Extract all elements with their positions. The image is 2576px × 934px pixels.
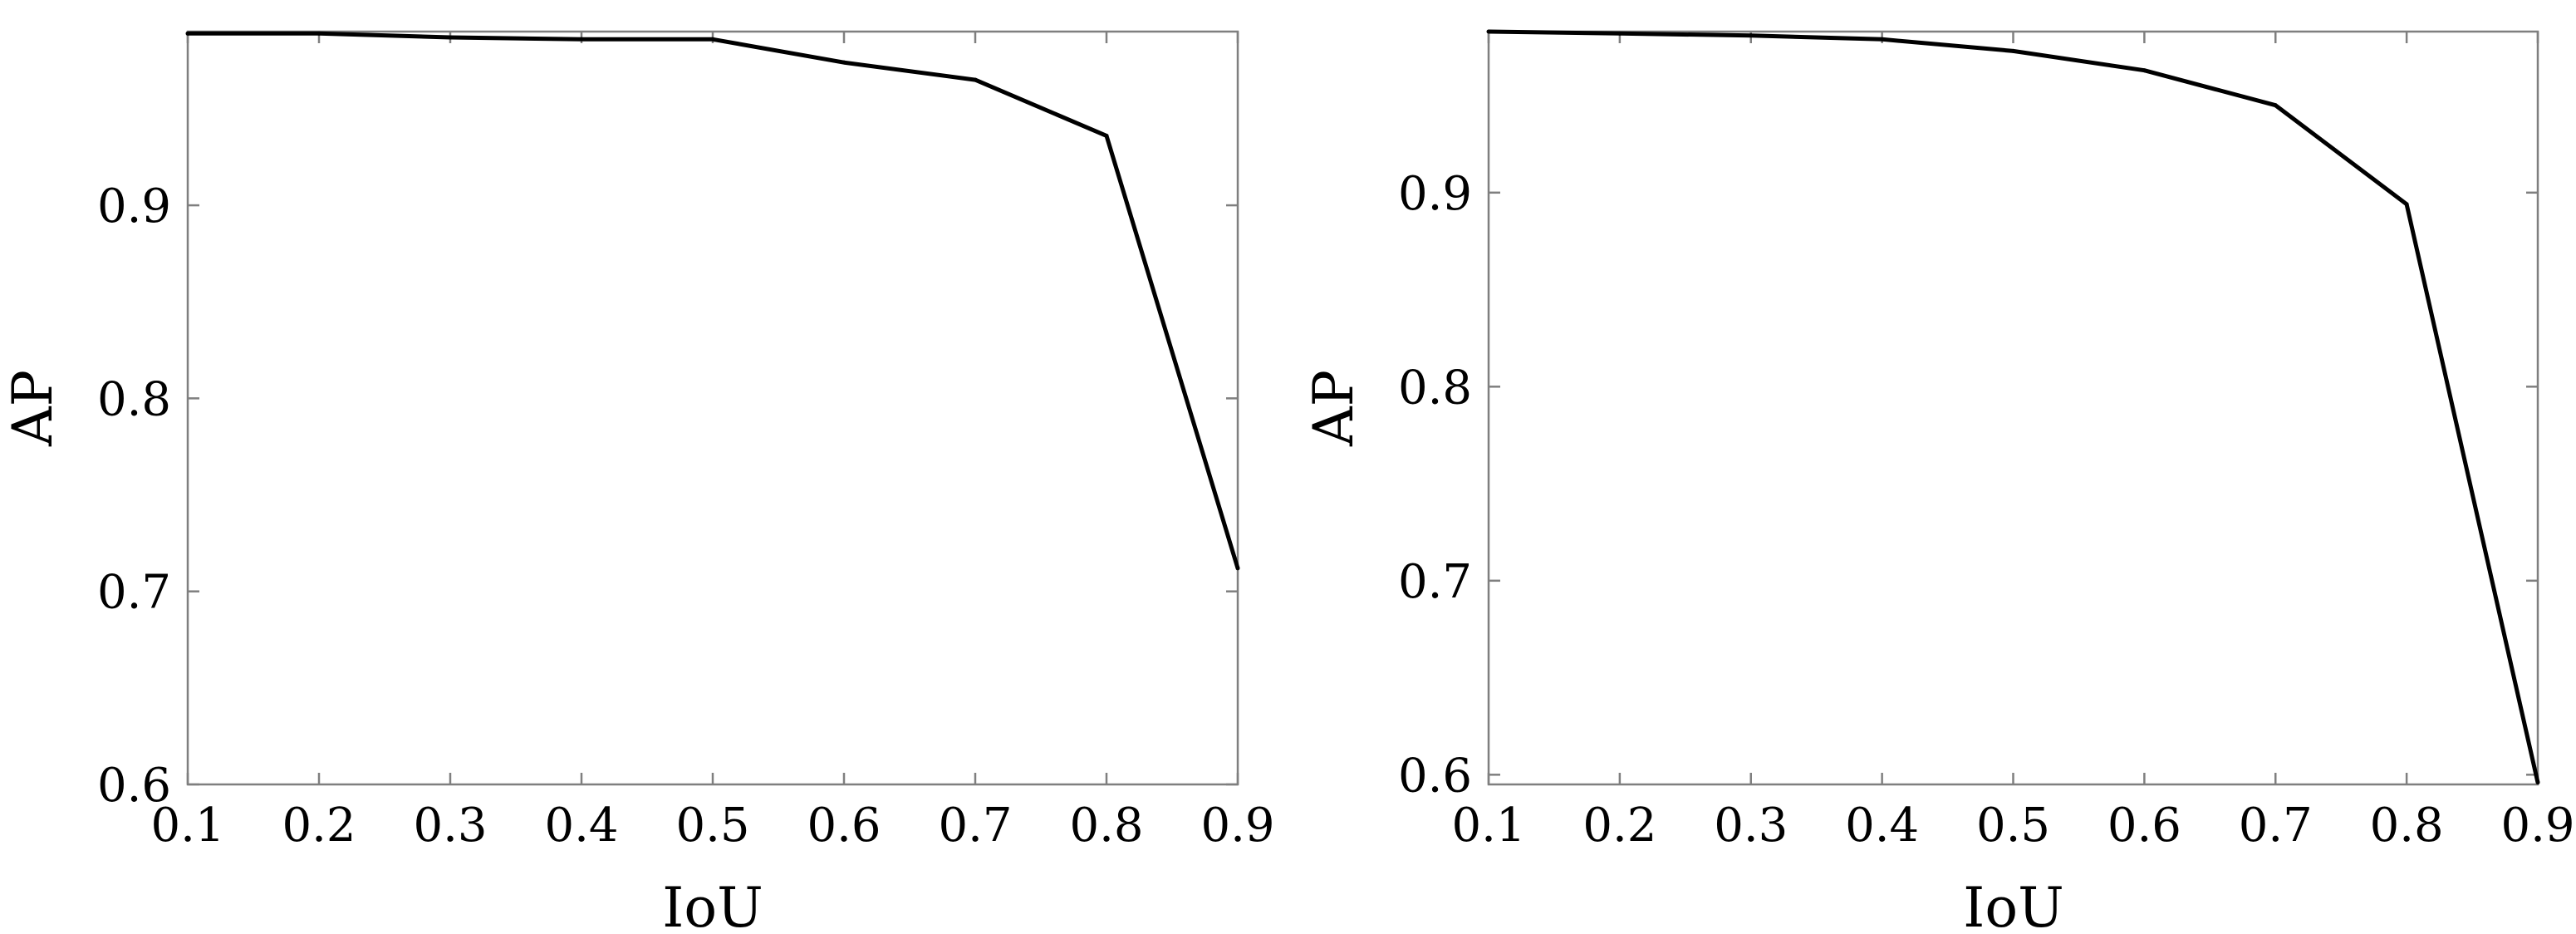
y-tick-label: 0.9 bbox=[1398, 167, 1472, 221]
x-tick-label: 0.3 bbox=[1714, 799, 1788, 853]
x-tick-label: 0.5 bbox=[675, 799, 749, 853]
plot-frame bbox=[1487, 30, 2539, 786]
data-point bbox=[448, 35, 453, 40]
data-point bbox=[710, 37, 715, 42]
data-point bbox=[2011, 48, 2015, 53]
x-tick-label: 0.2 bbox=[1582, 799, 1656, 853]
y-axis-label: AP bbox=[1302, 370, 1366, 447]
data-point bbox=[2535, 780, 2540, 785]
x-tick-label: 0.4 bbox=[544, 799, 618, 853]
y-tick-label: 0.7 bbox=[97, 566, 171, 620]
plot-frame bbox=[186, 30, 1239, 786]
x-tick-label: 0.2 bbox=[282, 799, 356, 853]
x-axis-label: IoU bbox=[1963, 876, 2063, 934]
x-tick-label: 0.3 bbox=[413, 799, 487, 853]
x-tick-label: 0.7 bbox=[938, 799, 1012, 853]
data-point bbox=[1104, 133, 1109, 138]
x-tick-label: 0.1 bbox=[150, 799, 224, 853]
series-line bbox=[188, 31, 1240, 569]
data-point bbox=[1880, 37, 1885, 42]
x-tick-label: 0.1 bbox=[1451, 799, 1525, 853]
data-point bbox=[185, 31, 190, 36]
y-tick-label: 0.7 bbox=[1398, 555, 1472, 609]
x-axis-label: IoU bbox=[662, 876, 763, 934]
y-tick-label: 0.6 bbox=[1398, 749, 1472, 803]
x-tick-label: 0.4 bbox=[1845, 799, 1919, 853]
data-point bbox=[579, 37, 584, 42]
y-tick-label: 0.9 bbox=[97, 179, 171, 234]
data-point bbox=[1486, 29, 1491, 34]
series-line bbox=[1488, 29, 2540, 784]
x-tick-label: 0.8 bbox=[1069, 799, 1143, 853]
y-tick-label: 0.6 bbox=[97, 759, 171, 813]
data-point bbox=[973, 77, 978, 82]
y-tick-label: 0.8 bbox=[1398, 361, 1472, 415]
x-tick-label: 0.6 bbox=[2107, 799, 2181, 853]
x-tick-label: 0.9 bbox=[1200, 799, 1274, 853]
y-axis-label: AP bbox=[1, 370, 65, 447]
x-tick-label: 0.5 bbox=[1976, 799, 2050, 853]
x-tick-label: 0.6 bbox=[807, 799, 881, 853]
data-point bbox=[2273, 103, 2278, 108]
data-point bbox=[2404, 202, 2409, 207]
data-point bbox=[2142, 68, 2147, 73]
chart-panel-1: 0.1 0.2 0.3 0.4 0.5 0.6 0.7 0.8 0.9 0.6 0.7 0.8 0.9 I… bbox=[1, 30, 1275, 934]
data-point bbox=[1617, 31, 1622, 36]
chart-panel-2: 0.1 0.2 0.3 0.4 0.5 0.6 0.7 0.8 0.9 0.6 0.7 0.8 0.9 I… bbox=[1302, 29, 2575, 934]
data-point bbox=[1235, 566, 1240, 571]
data-point bbox=[316, 31, 321, 36]
data-point bbox=[1749, 33, 1754, 38]
y-tick-label: 0.8 bbox=[97, 372, 171, 426]
x-tick-label: 0.9 bbox=[2500, 799, 2574, 853]
x-tick-label: 0.7 bbox=[2239, 799, 2313, 853]
x-tick-label: 0.8 bbox=[2370, 799, 2444, 853]
data-point bbox=[841, 60, 846, 65]
